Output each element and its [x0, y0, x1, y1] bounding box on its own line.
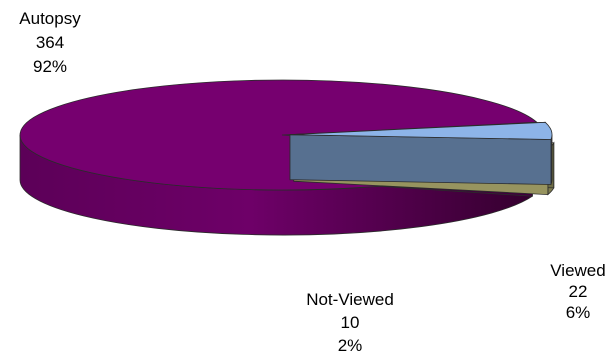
pie-slices	[19, 79, 555, 236]
not-viewed-label: Not-Viewed	[306, 290, 394, 309]
not-viewed-value-label: 10	[341, 313, 360, 332]
autopsy-label: Autopsy	[19, 9, 81, 28]
not-viewed-percent-label: 2%	[338, 336, 363, 355]
viewed-percent-label: 6%	[566, 303, 591, 322]
viewed-value-label: 22	[569, 282, 588, 301]
slice-top-face	[289, 121, 553, 140]
autopsy-percent-label: 92%	[33, 57, 67, 76]
pie-slice-viewed	[289, 121, 553, 185]
slice-cut-face	[289, 134, 552, 185]
autopsy-value-label: 364	[36, 33, 64, 52]
viewed-label: Viewed	[550, 261, 605, 280]
